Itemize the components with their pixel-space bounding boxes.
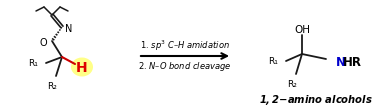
Text: OH: OH [294,25,310,35]
Text: R₂: R₂ [47,81,57,90]
Text: N: N [65,24,72,34]
Text: 1. $\mathit{sp}^3$ $\mathit{C}$–$\mathit{H}$ $\mathit{amidation}$: 1. $\mathit{sp}^3$ $\mathit{C}$–$\mathit… [140,38,230,53]
Text: 2. $\mathit{N}$–$\mathit{O}$ $\mathit{bond\ cleavage}$: 2. $\mathit{N}$–$\mathit{O}$ $\mathit{bo… [138,60,232,73]
Text: R₁: R₁ [28,59,38,68]
Text: R₂: R₂ [287,79,297,88]
Ellipse shape [71,58,93,77]
Text: N: N [336,55,346,68]
Text: HR: HR [343,55,362,68]
Text: O: O [39,38,47,48]
Text: R₁: R₁ [268,57,278,66]
Text: H: H [76,60,88,74]
Text: $\bfit{1,2}$$\bfit{-amino\ alcohols}$: $\bfit{1,2}$$\bfit{-amino\ alcohols}$ [259,92,373,106]
